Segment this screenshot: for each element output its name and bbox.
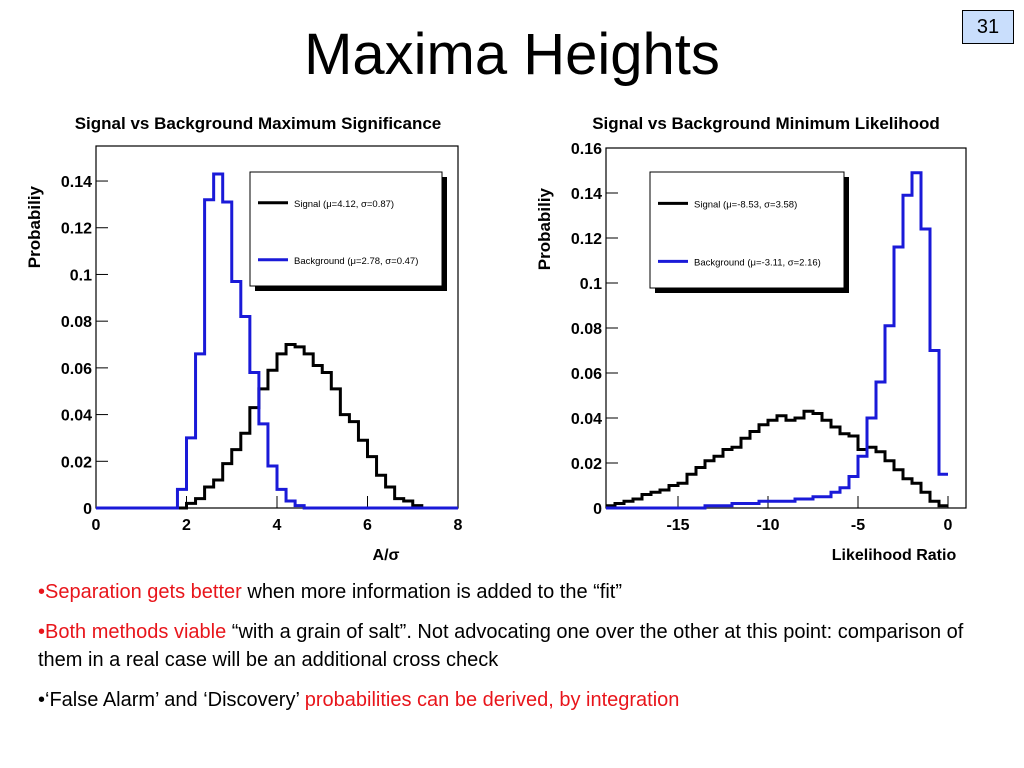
chart-svg: Signal vs Background Minimum Likelihood 0… <box>535 114 967 564</box>
background-series-line <box>96 172 458 510</box>
y-tick-label: 0.14 <box>571 186 602 203</box>
x-tick-label: 6 <box>363 517 372 534</box>
y-tick-label: 0.14 <box>61 174 92 191</box>
x-tick-label: 4 <box>273 517 282 534</box>
bullet-text: when more information is added to the “f… <box>241 581 622 603</box>
legend-label: Signal (μ=4.12, σ=0.87) <box>294 199 394 210</box>
chart-maximum-significance: Signal vs Background Maximum Significanc… <box>10 108 506 570</box>
signal-series-line <box>96 343 458 510</box>
y-tick-label: 0 <box>83 501 92 518</box>
signal-series-line <box>606 409 948 508</box>
chart-title: Signal vs Background Maximum Significanc… <box>75 114 442 133</box>
chart-minimum-likelihood: Signal vs Background Minimum Likelihood 0… <box>518 108 1014 570</box>
slide-number: 31 <box>962 10 1014 44</box>
y-axis-label: Probabiliy <box>535 187 554 270</box>
y-tick-label: 0.08 <box>571 321 602 338</box>
y-tick-label: 0.02 <box>571 456 602 473</box>
chart-title: Signal vs Background Minimum Likelihood <box>592 114 940 133</box>
bullet-list: •Separation gets better when more inform… <box>38 578 998 726</box>
legend: Signal (μ=4.12, σ=0.87) Background (μ=2.7… <box>249 171 447 291</box>
bullet-highlight: probabilities can be derived, by integra… <box>304 689 680 711</box>
x-tick-label: -15 <box>666 517 689 534</box>
y-tick-label: 0.12 <box>61 221 92 238</box>
y-tick-label: 0.04 <box>61 408 92 425</box>
y-tick-label: 0.1 <box>70 267 92 284</box>
x-tick-label: 0 <box>92 517 101 534</box>
x-axis-label: A/σ <box>373 547 400 564</box>
bullet-highlight: Separation gets better <box>45 581 242 603</box>
legend-label: Background (μ=2.78, σ=0.47) <box>294 256 418 267</box>
legend-label: Background (μ=-3.11, σ=2.16) <box>694 257 821 268</box>
background-series-line <box>606 171 948 510</box>
y-tick-label: 0.02 <box>61 454 92 471</box>
y-tick-label: 0.1 <box>580 276 602 293</box>
x-tick-label: 8 <box>454 517 463 534</box>
legend: Signal (μ=-8.53, σ=3.58) Background (μ=-3… <box>649 171 849 293</box>
y-axis-label: Probabiliy <box>25 185 44 268</box>
x-tick-label: -10 <box>756 517 779 534</box>
bullet-item: •‘False Alarm’ and ‘Discovery’ probabili… <box>38 686 998 714</box>
x-tick-label: 2 <box>182 517 191 534</box>
x-axis-label: Likelihood Ratio <box>832 547 957 564</box>
legend-label: Signal (μ=-8.53, σ=3.58) <box>694 199 797 210</box>
bullet-marker: • <box>38 689 46 711</box>
y-tick-label: 0.08 <box>61 314 92 331</box>
y-tick-label: 0.12 <box>571 231 602 248</box>
slide-title: Maxima Heights <box>304 22 720 87</box>
legend-box <box>649 171 845 289</box>
y-tick-label: 0 <box>593 501 602 518</box>
bullet-marker: • <box>38 621 46 643</box>
y-tick-label: 0.16 <box>571 141 602 158</box>
y-tick-label: 0.06 <box>61 361 92 378</box>
x-tick-label: 0 <box>944 517 953 534</box>
bullet-item: •Separation gets better when more inform… <box>38 578 998 606</box>
bullet-text: ‘False Alarm’ and ‘Discovery’ <box>45 689 305 711</box>
y-tick-label: 0.04 <box>571 411 602 428</box>
legend-box <box>249 171 443 287</box>
y-tick-label: 0.06 <box>571 366 602 383</box>
bullet-highlight: Both methods viable <box>45 621 227 643</box>
chart-svg: Signal vs Background Maximum Significanc… <box>25 114 463 564</box>
x-tick-label: -5 <box>851 517 865 534</box>
bullet-marker: • <box>38 581 46 603</box>
bullet-text: “with a grain of salt”. Not advocating o… <box>38 621 964 671</box>
bullet-item: •Both methods viable “with a grain of sa… <box>38 618 998 674</box>
